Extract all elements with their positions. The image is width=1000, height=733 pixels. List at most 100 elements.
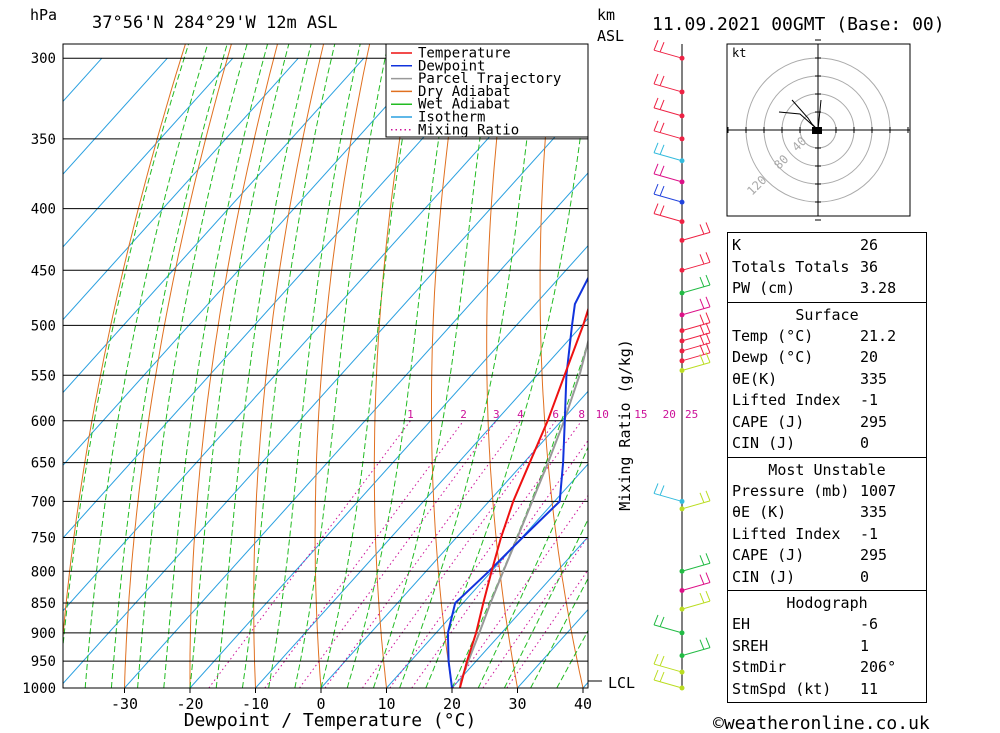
plot-frame bbox=[62, 43, 589, 689]
wind-barb bbox=[681, 637, 711, 657]
wind-level-dot bbox=[679, 348, 685, 354]
wet-adiabat-line bbox=[425, 75, 588, 688]
copyright: ©weatheronline.co.uk bbox=[713, 713, 930, 733]
isotherm-line bbox=[255, 317, 588, 688]
isotherm-line bbox=[63, 57, 168, 175]
surface-label: θE(K) bbox=[732, 369, 778, 388]
pressure-tick-label: 350 bbox=[31, 132, 56, 148]
mu-value: 0 bbox=[860, 567, 870, 586]
pressure-tick-label: 450 bbox=[31, 263, 56, 279]
index-row-k: K 26 bbox=[728, 235, 926, 257]
wind-barb bbox=[681, 312, 711, 332]
wind-level-dot bbox=[679, 55, 685, 61]
mu-row: CAPE (J) 295 bbox=[728, 545, 926, 567]
hodograph-unit-label: kt bbox=[732, 46, 746, 60]
wind-barb bbox=[653, 40, 683, 59]
isotherm-line bbox=[189, 245, 588, 688]
wet-adiabat-line bbox=[451, 340, 588, 688]
mu-label: CAPE (J) bbox=[732, 546, 805, 564]
wind-barb bbox=[653, 614, 683, 634]
temperature-tick-label: -20 bbox=[176, 695, 203, 713]
mu-value: 335 bbox=[860, 503, 888, 521]
pressure-tick-label: 850 bbox=[31, 596, 56, 612]
wet-adiabat-line bbox=[320, 44, 420, 688]
surface-label: CIN (J) bbox=[732, 434, 796, 452]
wet-adiabat-line bbox=[189, 44, 290, 688]
wind-barb bbox=[681, 274, 711, 294]
isotherm-line bbox=[320, 390, 588, 688]
pressure-tick-label: 400 bbox=[31, 202, 56, 218]
pressure-tick-label: 300 bbox=[31, 51, 56, 67]
isotherm-line bbox=[386, 463, 588, 688]
location-title: 37°56'N 284°29'W 12m ASL bbox=[92, 13, 338, 33]
mixing-ratio-label: 20 bbox=[663, 408, 676, 421]
wet-adiabat-line bbox=[503, 518, 588, 688]
mixing-ratio-axis-label: Mixing Ratio (g/kg) bbox=[616, 339, 634, 511]
dry-adiabat-line bbox=[373, 44, 417, 688]
wind-profile bbox=[653, 40, 711, 691]
lcl-label: LCL bbox=[608, 674, 635, 692]
surface-label: Lifted Index bbox=[732, 391, 841, 409]
mixing-ratio-label: 6 bbox=[552, 408, 559, 421]
most-unstable-box: Most Unstable Pressure (mb) 1007 θE (K) 33… bbox=[727, 456, 927, 591]
wind-barb bbox=[681, 222, 711, 241]
hodograph-box: Hodograph EH -6 SREH 1 StmDir 206° StmSpd (… bbox=[727, 590, 927, 703]
surface-value: -1 bbox=[860, 391, 879, 409]
surface-row: Lifted Index -1 bbox=[728, 390, 926, 412]
wet-adiabat-line bbox=[346, 44, 455, 688]
dry-adiabat-line bbox=[63, 44, 186, 643]
hodo-label: StmSpd (kt) bbox=[732, 679, 832, 698]
wind-level-dot bbox=[679, 328, 685, 334]
dry-adiabat-line bbox=[922, 41, 1000, 714]
wind-level-dot bbox=[679, 685, 685, 691]
wind-level-dot bbox=[679, 113, 685, 119]
wet-adiabat-line bbox=[372, 44, 494, 688]
most-unstable-title: Most Unstable bbox=[768, 460, 886, 479]
pressure-grid bbox=[63, 57, 588, 689]
wind-level-dot bbox=[679, 338, 685, 344]
pressure-tick-label: 650 bbox=[31, 456, 56, 472]
hodo-value: -6 bbox=[860, 615, 879, 633]
index-value: 36 bbox=[860, 257, 879, 276]
wet-adiabat-line bbox=[84, 44, 209, 688]
dry-adiabat-line bbox=[968, 41, 1000, 714]
wind-level-dot bbox=[679, 498, 685, 504]
mixing-ratio-line bbox=[389, 420, 583, 688]
wind-level-dot bbox=[679, 588, 685, 594]
mu-row: Pressure (mb) 1007 bbox=[728, 481, 926, 503]
legend-entry: Dewpoint bbox=[418, 58, 485, 74]
surface-row: θE(K) 335 bbox=[728, 369, 926, 391]
dry-adiabat-line bbox=[123, 44, 232, 688]
index-row-pw: PW (cm) 3.28 bbox=[728, 278, 926, 300]
dry-adiabat-line bbox=[539, 44, 584, 688]
index-label: PW (cm) bbox=[732, 279, 796, 297]
wind-level-dot bbox=[679, 506, 685, 512]
temperature-tick-label: -10 bbox=[242, 695, 269, 713]
pressure-tick-label: 1000 bbox=[22, 681, 56, 697]
wind-level-dot bbox=[679, 367, 685, 373]
wind-barb bbox=[653, 653, 683, 673]
km-label: km bbox=[597, 6, 615, 24]
wind-barb bbox=[653, 120, 683, 140]
mu-row: Lifted Index -1 bbox=[728, 524, 926, 546]
wind-barb bbox=[681, 296, 711, 316]
temperature-tick-label: 10 bbox=[377, 695, 395, 713]
hodo-label: StmDir bbox=[732, 658, 787, 676]
hpa-label: hPa bbox=[30, 6, 57, 24]
temperature-ticks: -30 -20 -10 0 10 20 30 40 bbox=[111, 680, 602, 713]
dry-adiabat-line bbox=[314, 44, 371, 688]
hodo-value: 11 bbox=[860, 679, 879, 698]
index-value: 3.28 bbox=[860, 279, 897, 297]
legend-entry: Mixing Ratio bbox=[418, 122, 519, 138]
mixing-ratio-line bbox=[208, 420, 411, 688]
index-label: Totals Totals bbox=[732, 257, 850, 276]
wind-barb bbox=[681, 252, 711, 271]
surface-value: 0 bbox=[860, 434, 870, 452]
indices-box: K 26 Totals Totals 36 PW (cm) 3.28 bbox=[727, 232, 927, 303]
hodo-row: StmSpd (kt) 11 bbox=[728, 679, 926, 701]
wind-barb bbox=[681, 342, 711, 362]
dry-adiabat-line bbox=[486, 44, 519, 688]
wind-barb bbox=[653, 163, 683, 183]
